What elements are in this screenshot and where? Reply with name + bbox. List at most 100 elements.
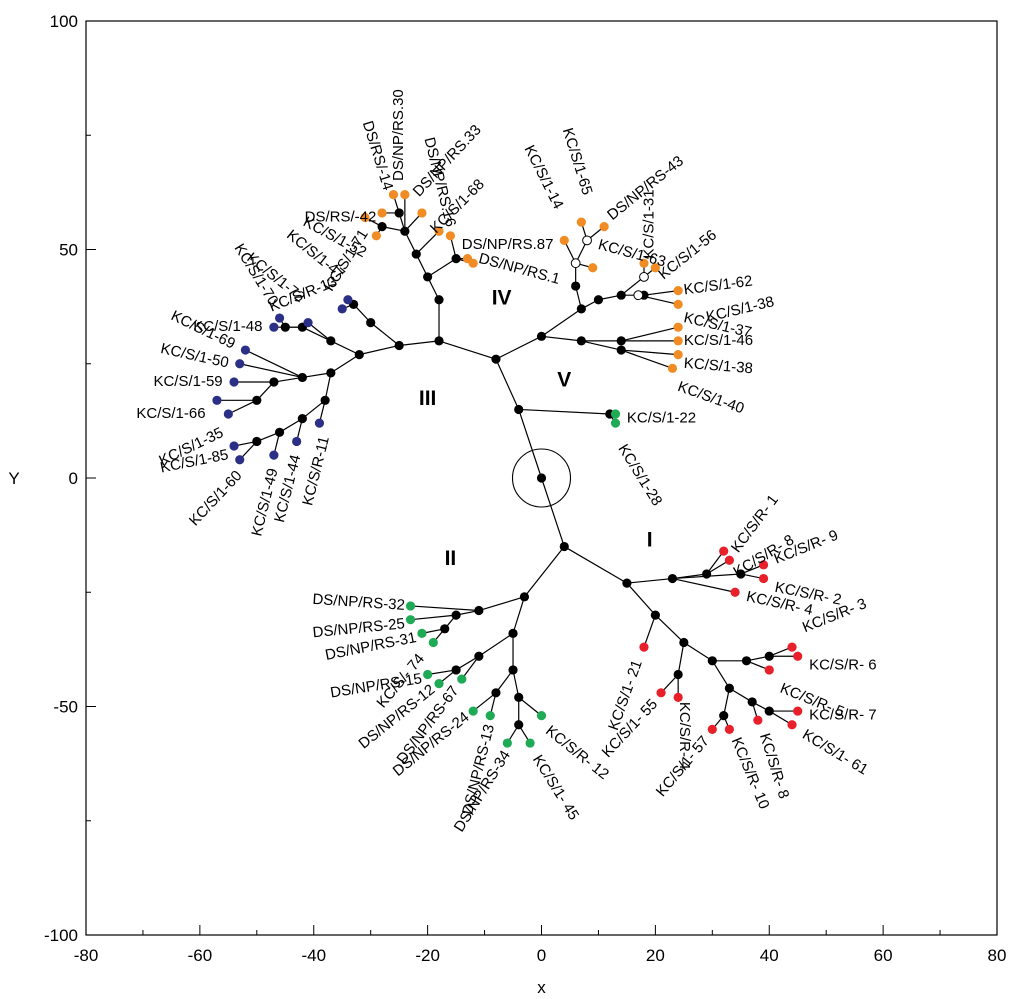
leaf-label: KC/S/1- 45 [529, 752, 582, 823]
leaf-point [610, 418, 621, 428]
internal-node [736, 569, 746, 579]
open-node [639, 272, 649, 282]
leaf-point [673, 299, 683, 309]
leaf-point [707, 724, 717, 734]
x-tick-label: -20 [415, 946, 440, 965]
leaf-point [229, 441, 239, 451]
leaf-point [229, 377, 239, 387]
x-tick-label: 20 [646, 946, 665, 965]
leaf-label: DS/NP/RS.1 [477, 250, 562, 288]
leaf-point [673, 350, 683, 360]
leaf-label: DS/NP/RS.30 [390, 89, 407, 181]
leaf-point [292, 436, 302, 447]
tree-branch [427, 258, 457, 278]
leaf-point [434, 679, 444, 689]
internal-node [536, 331, 547, 341]
leaf-point [536, 711, 547, 721]
leaf-point [417, 628, 427, 638]
leaf-branch [621, 349, 673, 369]
leaf-branch [228, 399, 258, 415]
internal-node [508, 665, 518, 675]
leaf-point [445, 231, 455, 241]
internal-node [400, 226, 410, 236]
leaf-branch [427, 669, 457, 676]
internal-node [474, 651, 484, 661]
leaf-label: KC/S/1-38 [683, 355, 753, 377]
leaf-point [235, 359, 245, 369]
internal-node [667, 573, 678, 584]
leaf-point [719, 546, 729, 556]
leaf-point [525, 738, 535, 748]
leaf-point [639, 258, 649, 268]
tree-branch [478, 596, 525, 612]
leaf-point [314, 418, 325, 428]
leaf-label: KC/S/R-11 [299, 435, 333, 508]
leaf-branch [621, 326, 679, 342]
leaf-label: KC/S/1-65 [559, 126, 596, 197]
leaf-point [428, 637, 438, 648]
internal-node [616, 336, 626, 346]
internal-node [514, 720, 524, 730]
leaf-point [758, 560, 769, 570]
leaf-point [468, 258, 478, 268]
internal-node [764, 651, 774, 661]
internal-node [747, 697, 757, 707]
leaf-point [337, 304, 347, 314]
leaf-label: KC/S/1-28 [614, 441, 665, 509]
x-tick-label: 0 [537, 946, 546, 965]
leaf-point [730, 587, 740, 597]
cluster-label: V [557, 369, 571, 392]
internal-node [514, 404, 524, 415]
root-circle [511, 448, 572, 508]
internal-node [274, 427, 285, 437]
leaf-label: KC/S/R- 4 [676, 702, 693, 770]
leaf-branch [410, 605, 479, 612]
leaf-label: KC/S/1-22 [627, 410, 696, 427]
y-tick-label: -50 [53, 698, 78, 717]
leaf-point [468, 706, 478, 716]
leaf-point [269, 450, 279, 460]
internal-node [320, 395, 330, 405]
tree-branch [723, 688, 730, 716]
leaf-point [673, 286, 683, 296]
internal-node [394, 340, 404, 351]
leaf-point [360, 212, 370, 223]
y-tick-label: 50 [59, 241, 78, 260]
y-tick-label: -100 [44, 926, 78, 945]
leaf-label: KC/S/R- 9 [772, 527, 841, 568]
leaf-point [639, 642, 649, 652]
leaf-point [673, 322, 683, 332]
tree-branch [518, 408, 610, 415]
tree-nodes [212, 190, 803, 748]
leaf-point [423, 669, 433, 680]
tree-branch [370, 322, 400, 346]
internal-node [571, 281, 581, 291]
leaf-branch [643, 290, 679, 296]
open-node [570, 258, 581, 269]
tree-branch [711, 660, 730, 689]
tree-branch [581, 340, 622, 351]
tree-branch [677, 642, 685, 675]
leaf-label: KC/S/1-59 [153, 373, 222, 390]
internal-node [451, 610, 461, 620]
internal-node [252, 436, 262, 447]
tree-branch [512, 596, 525, 634]
leaf-label: KC/S/1- 61 [799, 726, 871, 778]
internal-node [434, 336, 444, 346]
leaf-label: DS/NP/RS.87 [462, 236, 554, 253]
cluster-label: III [419, 387, 437, 410]
internal-node [491, 688, 501, 698]
x-axis-title: x [537, 978, 546, 997]
internal-node [673, 669, 683, 680]
tree-branch [518, 409, 543, 479]
internal-node [297, 413, 307, 424]
tree-branch [512, 669, 520, 698]
tree-branch [495, 669, 514, 694]
internal-node [377, 222, 387, 232]
plot-frame: -80 -60 -40 -20 0 20 40 60 80 -100 -50 0 50 100 [44, 12, 1006, 965]
leaf-label: KC/S/1-62 [683, 273, 754, 299]
internal-node [519, 592, 530, 602]
leaf-label: DS/NP/RS-32 [312, 591, 405, 614]
tree-branch [324, 372, 332, 401]
